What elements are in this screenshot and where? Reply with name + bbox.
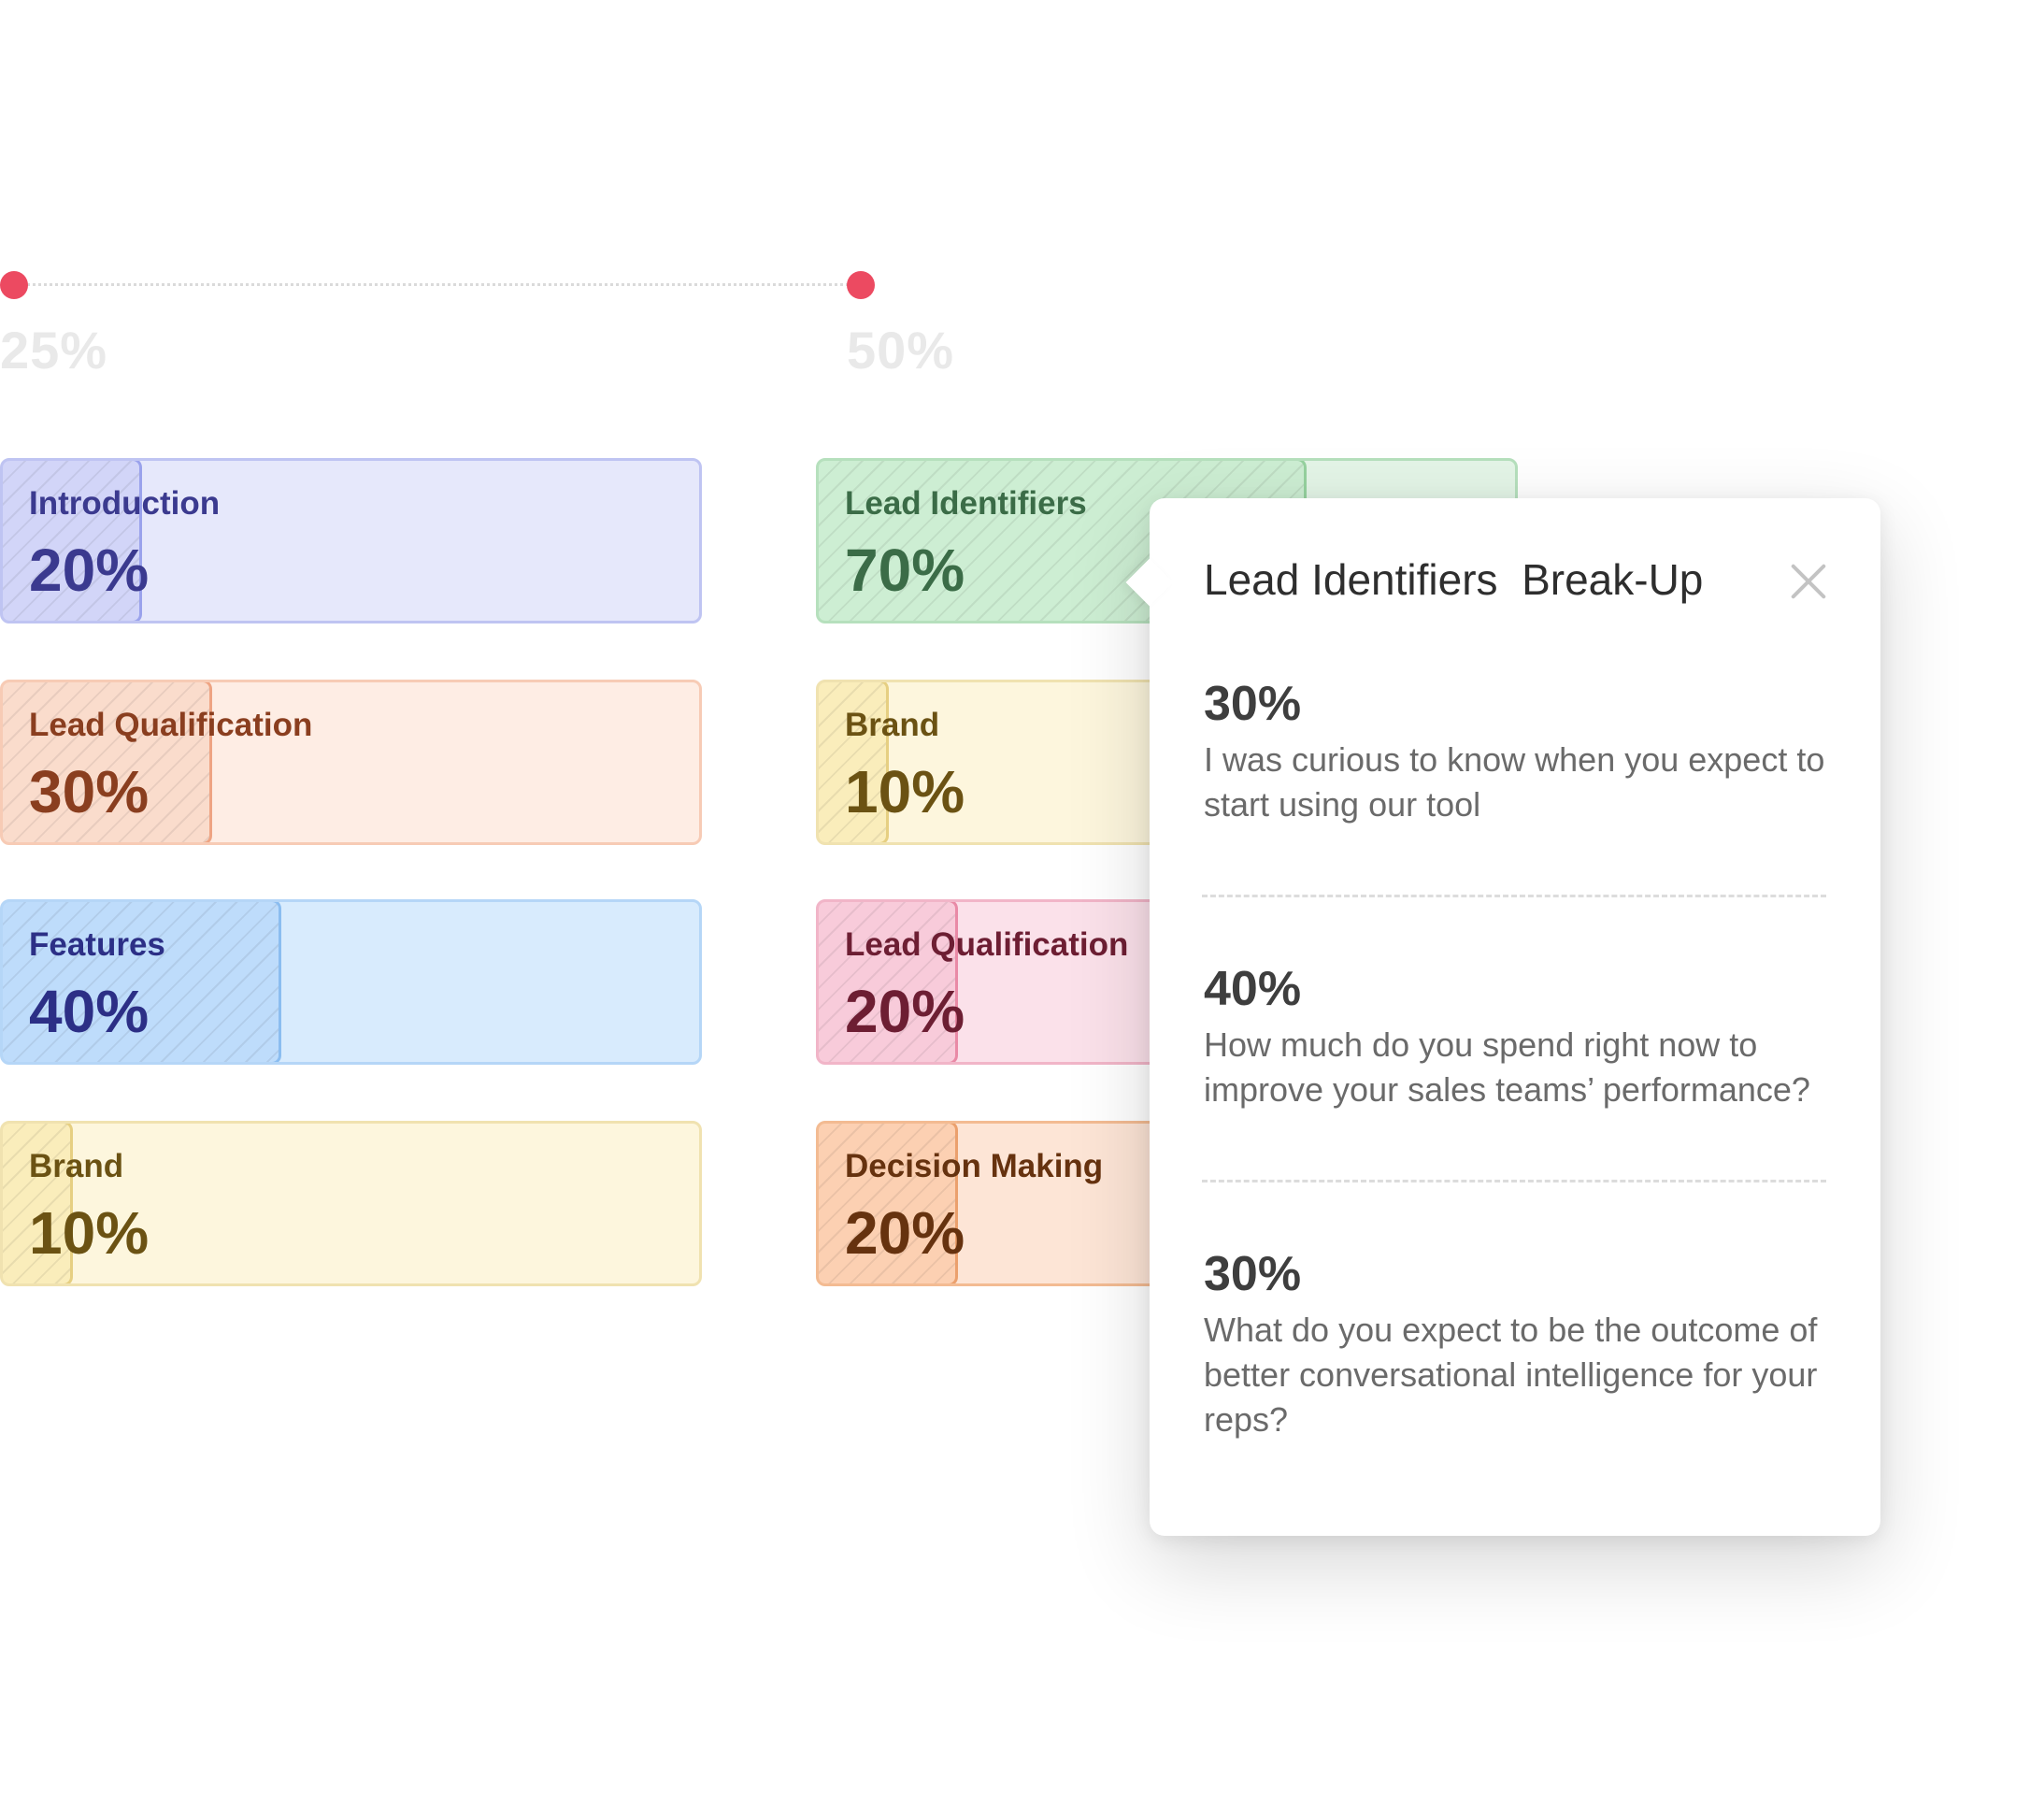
stage-progress-fill (819, 1124, 958, 1283)
stage-name: Lead Qualification (845, 926, 1129, 963)
stage-progress-fill (819, 682, 889, 842)
stage-progress-fill (3, 461, 142, 621)
stage-percent: 20% (845, 1199, 965, 1267)
close-icon[interactable] (1787, 560, 1830, 603)
progress-timeline: 25% 50% (0, 262, 953, 402)
stage-name: Decision Making (845, 1148, 1104, 1184)
breakup-item: 30% What do you expect to be the outcome… (1204, 1246, 1839, 1442)
stage-percent: 20% (845, 978, 965, 1045)
breakup-popover: Lead Identifiers Break-Up 30% I was curi… (1125, 498, 1880, 1536)
breakup-item-question: I was curious to know when you expect to… (1204, 740, 1825, 824)
stage-name: Brand (29, 1148, 124, 1184)
breakup-item-percent: 30% (1204, 1247, 1302, 1301)
stage-progress-fill (3, 682, 212, 842)
stage-name: Introduction (29, 485, 221, 522)
breakup-item-percent: 30% (1204, 677, 1302, 731)
stage-percent: 30% (29, 758, 150, 825)
stage-name: Lead Qualification (29, 707, 313, 743)
breakup-item: 40% How much do you spend right now to i… (1204, 961, 1839, 1112)
divider (1202, 895, 1826, 897)
stage-progress-fill (3, 902, 281, 1062)
stage-card-brand[interactable]: Brand 10% (0, 1121, 702, 1286)
stage-percent: 70% (845, 537, 965, 604)
stage-card-introduction[interactable]: Introduction 20% (0, 458, 702, 624)
breakup-item: 30% I was curious to know when you expec… (1204, 676, 1839, 827)
stage-percent: 20% (29, 537, 150, 604)
stage-card-features[interactable]: Features 40% (0, 899, 702, 1065)
stage-name: Brand (845, 707, 940, 743)
stage-name: Features (29, 926, 165, 963)
timeline-marker-label: 50% (847, 321, 955, 380)
breakup-item-question: How much do you spend right now to impro… (1204, 1025, 1810, 1109)
timeline-marker-label: 25% (0, 321, 108, 380)
popover-title: Lead Identifiers Break-Up (1204, 555, 1704, 604)
timeline-line (15, 283, 861, 286)
stage-progress-fill (819, 902, 958, 1062)
breakup-item-question: What do you expect to be the outcome of … (1204, 1311, 1818, 1439)
timeline-marker-dot[interactable] (0, 271, 28, 299)
timeline-marker-dot[interactable] (847, 271, 875, 299)
breakup-item-percent: 40% (1204, 962, 1302, 1016)
divider (1202, 1180, 1826, 1182)
stage-percent: 40% (29, 978, 150, 1045)
stage-name: Lead Identifiers (845, 485, 1087, 522)
stage-percent: 10% (29, 1199, 150, 1267)
stage-progress-fill (3, 1124, 73, 1283)
stage-card-lead-qualification[interactable]: Lead Qualification 30% (0, 680, 702, 845)
stage-percent: 10% (845, 758, 965, 825)
